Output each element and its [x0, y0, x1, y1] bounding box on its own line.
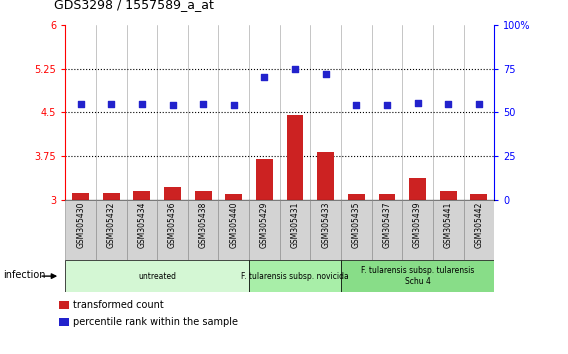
Bar	[195, 191, 212, 200]
Point	[76, 101, 85, 107]
Text: GSM305439: GSM305439	[413, 202, 422, 248]
Point	[413, 100, 422, 106]
Bar	[341, 200, 371, 260]
Point	[444, 101, 453, 107]
Text: GSM305431: GSM305431	[291, 202, 299, 248]
Text: untreated: untreated	[138, 272, 176, 281]
Text: transformed count: transformed count	[73, 300, 164, 310]
Bar	[103, 193, 120, 200]
Bar	[59, 318, 69, 326]
Text: GSM305441: GSM305441	[444, 202, 453, 248]
Point	[321, 72, 330, 77]
Bar	[219, 200, 249, 260]
Text: GSM305442: GSM305442	[474, 202, 483, 248]
Text: F. tularensis subsp. novicida: F. tularensis subsp. novicida	[241, 272, 349, 281]
Text: GSM305436: GSM305436	[168, 202, 177, 248]
Bar	[470, 194, 487, 200]
Bar	[72, 193, 89, 200]
Bar	[127, 200, 157, 260]
Bar	[463, 200, 494, 260]
Bar	[225, 194, 242, 200]
Text: percentile rank within the sample: percentile rank within the sample	[73, 317, 238, 327]
Bar	[59, 301, 69, 309]
Bar	[310, 200, 341, 260]
Bar	[371, 200, 402, 260]
Bar	[318, 152, 334, 200]
Text: GSM305438: GSM305438	[199, 202, 208, 248]
Bar	[433, 200, 463, 260]
Point	[107, 101, 116, 107]
Text: GSM305435: GSM305435	[352, 202, 361, 248]
Bar	[348, 194, 365, 200]
Bar	[378, 194, 395, 200]
Text: GSM305430: GSM305430	[76, 202, 85, 248]
Text: GSM305433: GSM305433	[321, 202, 330, 248]
Bar	[164, 187, 181, 200]
Bar	[287, 115, 303, 200]
Point	[229, 102, 239, 108]
Bar	[133, 191, 151, 200]
Bar	[96, 200, 127, 260]
Point	[352, 103, 361, 108]
Point	[474, 101, 483, 107]
Bar	[409, 178, 426, 200]
Bar	[65, 200, 96, 260]
Point	[137, 101, 147, 107]
Bar	[249, 260, 341, 292]
Point	[382, 103, 391, 108]
Text: GSM305432: GSM305432	[107, 202, 116, 248]
Point	[260, 75, 269, 80]
Bar	[157, 200, 188, 260]
Point	[168, 102, 177, 108]
Text: F. tularensis subsp. tularensis
Schu 4: F. tularensis subsp. tularensis Schu 4	[361, 267, 474, 286]
Text: GSM305434: GSM305434	[137, 202, 147, 248]
Bar	[249, 200, 280, 260]
Bar	[256, 159, 273, 200]
Point	[290, 66, 299, 72]
Text: GSM305437: GSM305437	[382, 202, 391, 248]
Bar	[341, 260, 494, 292]
Bar	[440, 191, 457, 200]
Text: GDS3298 / 1557589_a_at: GDS3298 / 1557589_a_at	[54, 0, 214, 11]
Text: GSM305429: GSM305429	[260, 202, 269, 248]
Bar	[188, 200, 219, 260]
Text: GSM305440: GSM305440	[229, 202, 239, 248]
Bar	[402, 200, 433, 260]
Bar	[65, 260, 249, 292]
Text: infection: infection	[3, 269, 46, 280]
Point	[199, 101, 208, 107]
Bar	[280, 200, 310, 260]
